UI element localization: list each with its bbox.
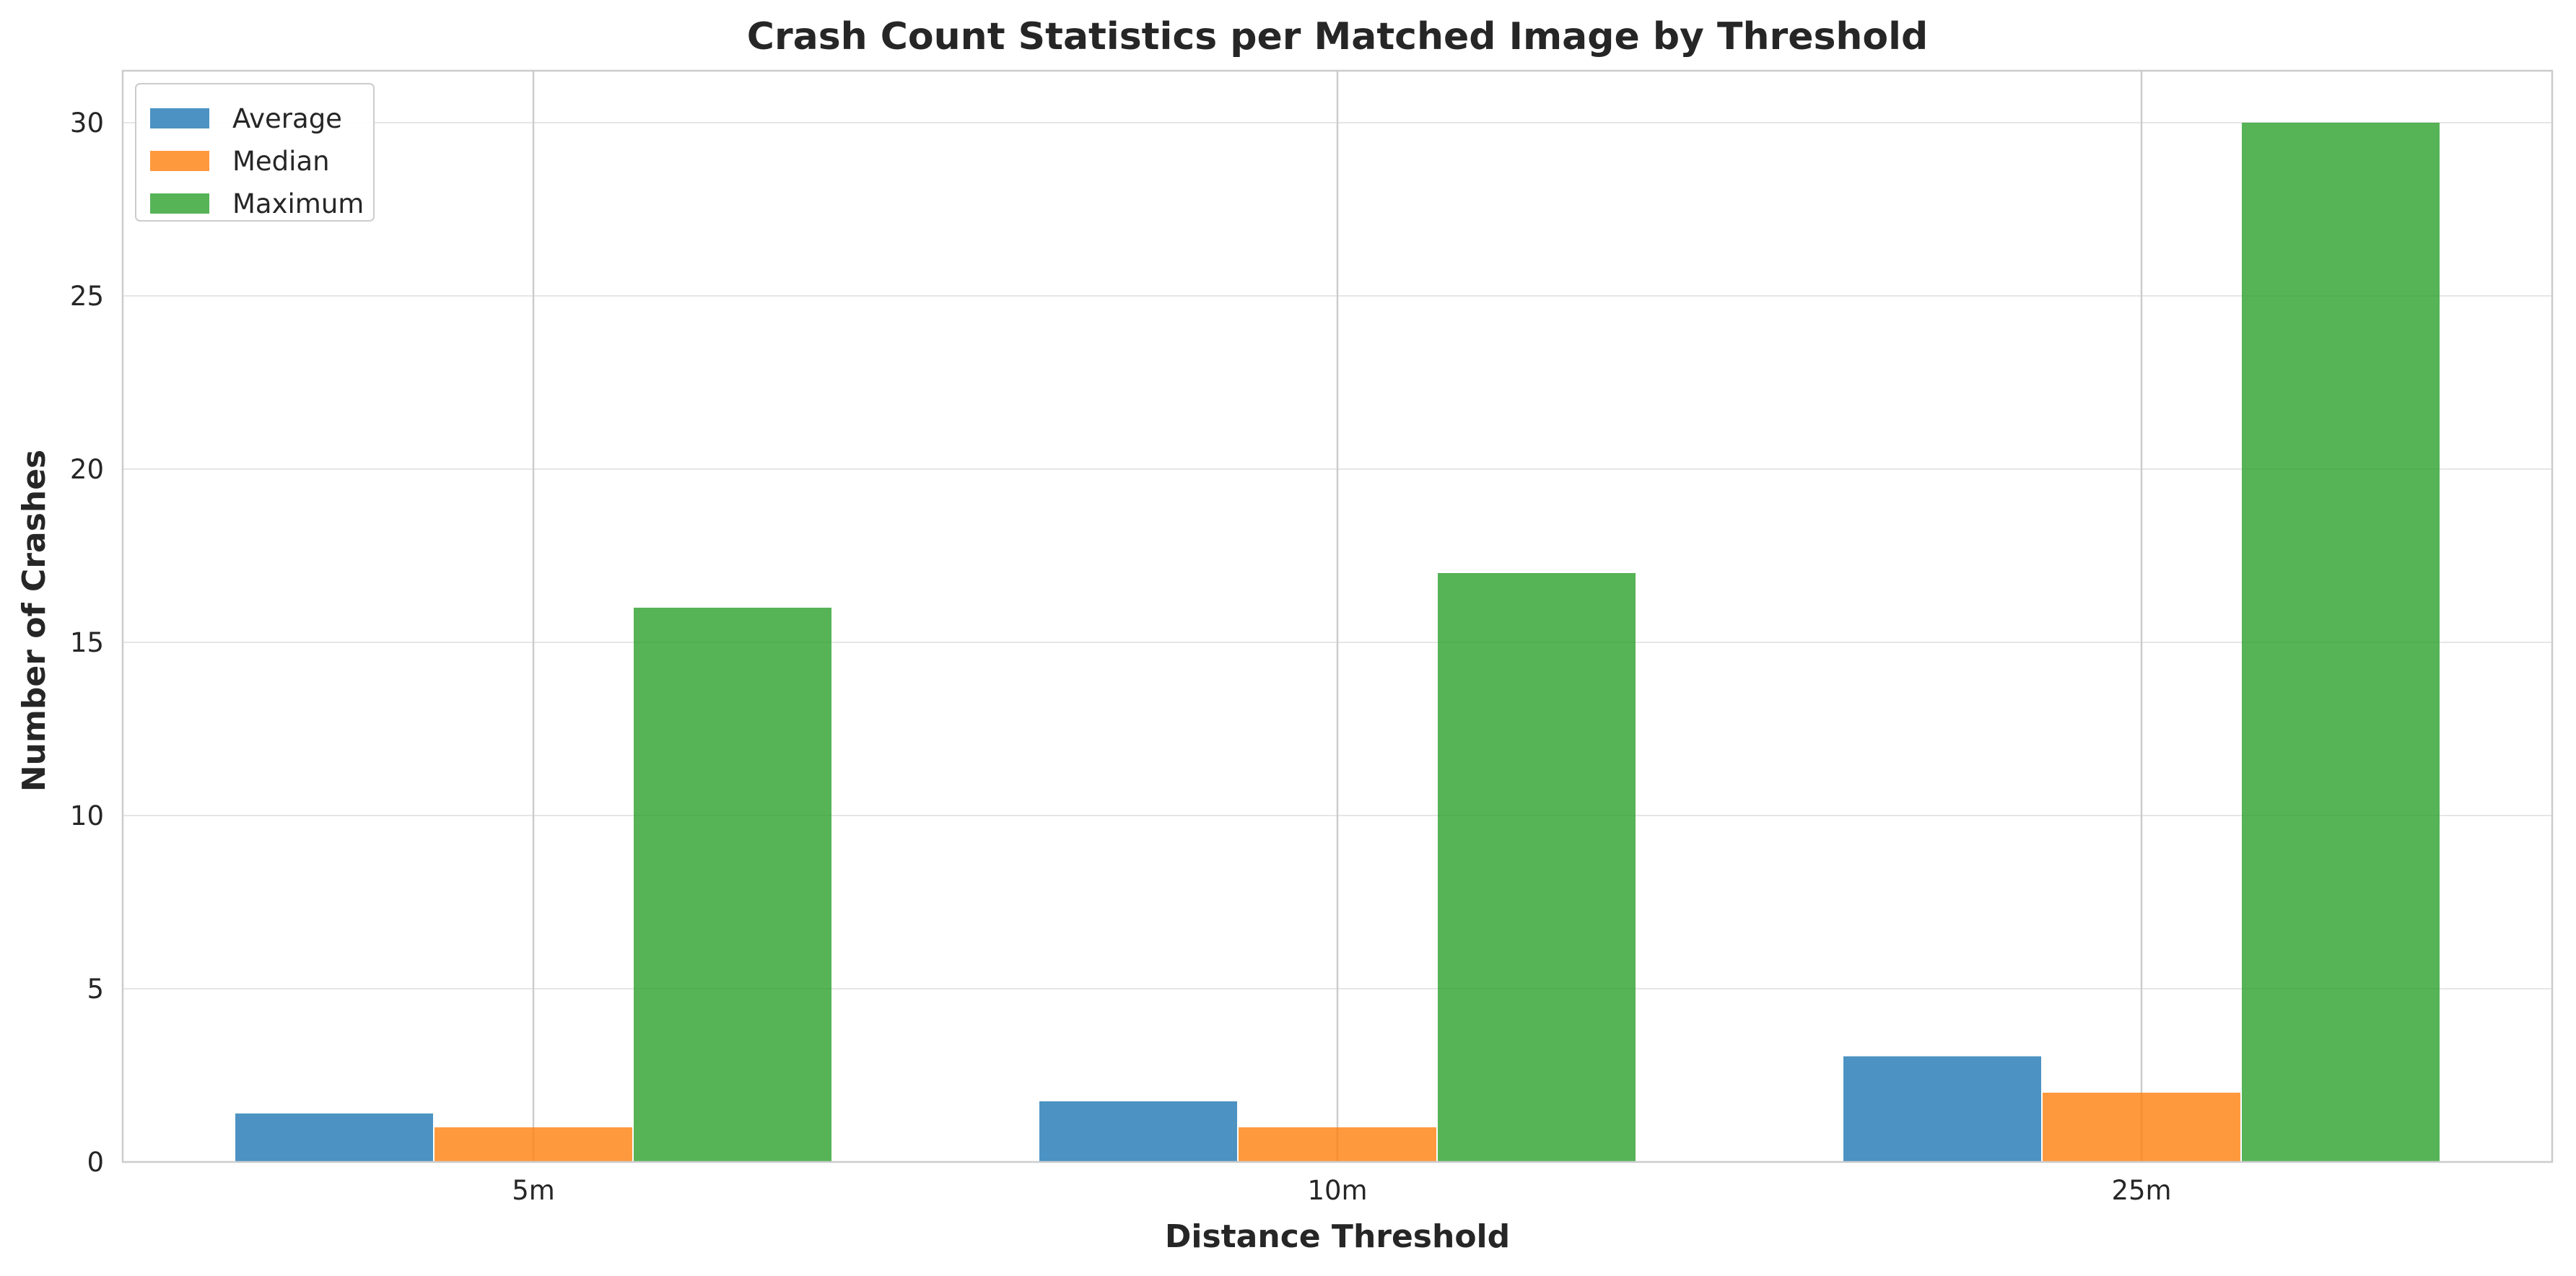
- legend-swatch-median: [150, 151, 209, 171]
- y-tick-label: 0: [87, 1147, 104, 1178]
- x-axis-label: Distance Threshold: [1165, 1218, 1510, 1255]
- y-tick-label: 15: [70, 627, 104, 658]
- bar-median-10m: [1239, 1127, 1436, 1162]
- y-tick-label: 30: [70, 108, 104, 139]
- y-tick-label: 20: [70, 454, 104, 485]
- bar-average-10m: [1039, 1101, 1237, 1162]
- legend-label-average: Average: [232, 103, 342, 134]
- legend: Average Median Maximum: [135, 83, 375, 222]
- bar-maximum-10m: [1438, 573, 1636, 1162]
- y-axis-label: Number of Crashes: [16, 450, 53, 792]
- legend-swatch-average: [150, 108, 209, 128]
- bar-maximum-5m: [634, 608, 831, 1162]
- legend-label-maximum: Maximum: [232, 188, 364, 219]
- bar-maximum-25m: [2242, 123, 2440, 1162]
- vertical-gridlines: [532, 71, 2143, 1162]
- y-tick-labels: 0 5 10 15 20 25 30: [70, 108, 104, 1178]
- bars: [235, 123, 2440, 1162]
- y-tick-label: 5: [87, 974, 104, 1005]
- legend-swatch-maximum: [150, 193, 209, 214]
- x-tick-labels: 5m 10m 25m: [512, 1175, 2171, 1206]
- chart-title: Crash Count Statistics per Matched Image…: [747, 15, 1928, 58]
- legend-label-median: Median: [232, 146, 330, 177]
- bar-average-25m: [1843, 1056, 2041, 1162]
- plot-frame: [121, 69, 2554, 1163]
- y-tick-label: 25: [70, 281, 104, 312]
- x-tick-label: 25m: [2111, 1175, 2171, 1206]
- bar-average-5m: [235, 1113, 433, 1162]
- bar-median-25m: [2043, 1093, 2240, 1162]
- x-tick-label: 10m: [1307, 1175, 1367, 1206]
- bar-median-5m: [435, 1127, 632, 1162]
- x-tick-label: 5m: [512, 1175, 555, 1206]
- y-tick-label: 10: [70, 800, 104, 831]
